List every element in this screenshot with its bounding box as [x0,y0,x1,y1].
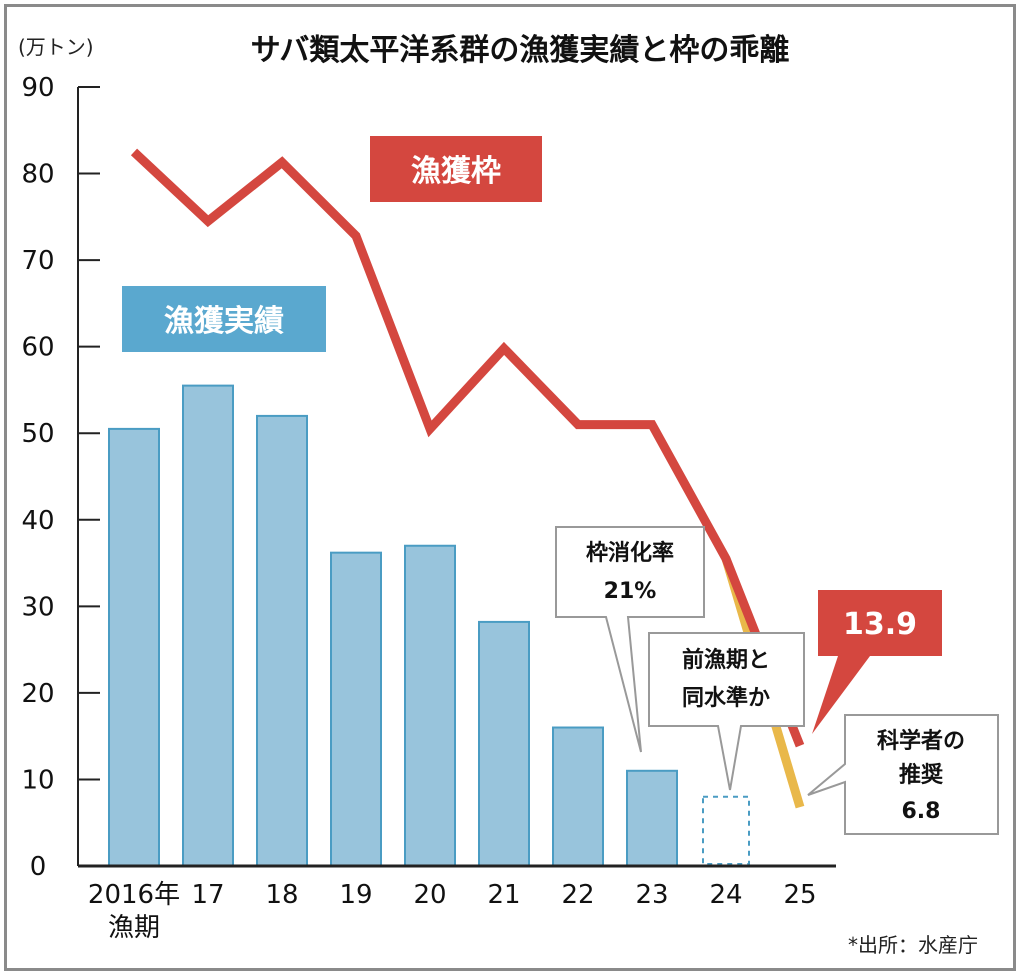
quota-2025-callout [812,590,942,734]
y-tick-label: 70 [21,246,54,276]
x-tick-label: 24 [709,880,742,910]
bar-estimated [702,795,750,865]
quota-tag [370,136,542,202]
x-tick-sublabel: 漁期 [108,913,160,943]
bar [182,384,234,867]
y-tick-label: 10 [21,765,54,795]
bar [552,726,604,867]
bar [404,544,456,867]
same-level-callout [648,632,805,791]
quota-2025-value: 13.9 [843,607,917,642]
recommend-line2: 推奨 [899,763,944,788]
y-tick-label: 60 [21,333,54,363]
y-unit-label: (万トン) [18,35,94,59]
quota-tag-label: 漁獲枠 [411,154,501,189]
y-tick-label: 80 [21,160,54,190]
x-tick-label: 18 [265,880,298,910]
quota-line [130,148,805,748]
bar [478,620,530,867]
y-tick-label: 90 [21,73,54,103]
catch-tag-label: 漁獲実績 [164,304,284,339]
bar-series [108,384,750,867]
source-note: *出所：水産庁 [848,933,978,957]
bar [626,769,678,867]
y-tick-label: 40 [21,506,54,536]
x-tick-label: 22 [561,880,594,910]
bar [108,427,160,867]
x-tick-label: 19 [339,880,372,910]
recommend-line1: 科学者の [877,728,965,754]
recommend-line3: 6.8 [902,799,941,824]
x-tick-label: 2016年 [88,880,180,910]
recommend-callout [807,714,999,835]
x-tick-label: 23 [635,880,668,910]
same-level-line2: 同水準か [682,685,770,711]
y-tick-label: 30 [21,592,54,622]
x-tick-label: 21 [487,880,520,910]
same-level-line1: 前漁期と [682,647,770,673]
y-tick-label: 0 [30,852,47,882]
rate-callout-line2: 21% [604,579,657,604]
bar [256,414,308,867]
x-tick-label: 25 [783,880,816,910]
catch-tag [122,286,326,352]
chart-title: サバ類太平洋系群の漁獲実績と枠の乖離 [251,33,790,68]
rate-callout-line1: 枠消化率 [586,540,674,566]
y-tick-label: 20 [21,679,54,709]
rate-callout [555,526,705,753]
x-tick-label: 20 [413,880,446,910]
x-tick-label: 17 [191,880,224,910]
y-axis: 0 10 20 30 40 50 60 70 80 90 [21,73,100,882]
y-tick-label: 50 [21,419,54,449]
bar [330,551,382,867]
